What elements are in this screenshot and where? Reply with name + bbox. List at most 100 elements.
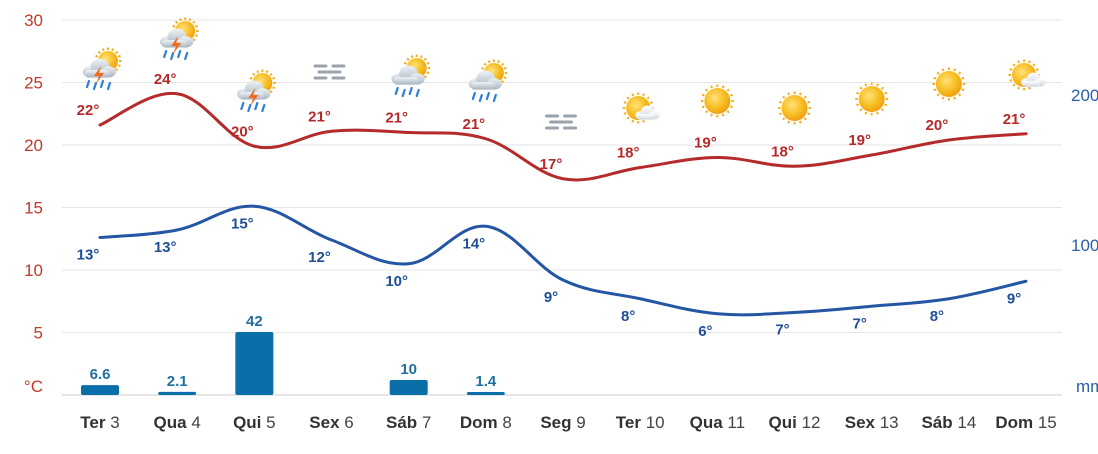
- x-tick-day-number: 12: [802, 413, 821, 432]
- precipitation-label: 6.6: [90, 366, 111, 383]
- partly-cloudy-icon: [1008, 59, 1046, 91]
- x-tick-day-name: Sáb: [386, 413, 422, 432]
- min-temperature-label: 13°: [154, 239, 177, 256]
- x-tick-day-name: Sex: [845, 413, 880, 432]
- x-tick-day-number: 14: [957, 413, 976, 432]
- min-temperature-label: 15°: [231, 215, 254, 232]
- x-tick-day-name: Qua: [690, 413, 728, 432]
- precipitation-bar: [81, 385, 119, 395]
- sun-icon: [700, 84, 734, 118]
- y-left-tick-label: 30: [24, 11, 43, 30]
- precipitation-bars: [81, 332, 505, 395]
- x-tick-day-name: Qua: [154, 413, 192, 432]
- x-tick-label: Qua 4: [154, 413, 201, 432]
- y-right-tick-label: 200: [1071, 86, 1098, 105]
- x-tick-day-name: Seg: [540, 413, 576, 432]
- min-temperature-label: 8°: [621, 308, 635, 325]
- fog-icon: [313, 64, 346, 80]
- min-temperature-line: [98, 204, 1028, 317]
- grid-lines: [62, 19, 1062, 333]
- x-tick-label: Sex 13: [845, 413, 899, 432]
- rain-thunder-sun-icon: [237, 69, 276, 113]
- x-tick-label: Sex 6: [309, 413, 353, 432]
- sun-icon: [855, 82, 889, 116]
- x-tick-day-name: Dom: [460, 413, 503, 432]
- x-tick-label: Qua 11: [690, 413, 745, 432]
- x-tick-day-number: 13: [880, 413, 899, 432]
- weather-icons: [82, 17, 1046, 130]
- max-temperature-line: [98, 92, 1028, 182]
- x-tick-day-number: 9: [576, 413, 585, 432]
- x-tick-day-number: 6: [344, 413, 353, 432]
- rain-sun-icon: [391, 54, 431, 98]
- x-tick-day-name: Sáb: [921, 413, 957, 432]
- max-temperature-label: 24°: [154, 71, 177, 88]
- y-left-tick-label: 5: [34, 324, 43, 343]
- min-temperature-label: 9°: [544, 289, 558, 306]
- x-tick-day-number: 5: [266, 413, 275, 432]
- rain-thunder-sun-icon: [159, 17, 199, 61]
- min-temperature-label: 13°: [77, 247, 100, 264]
- min-temperature-label: 6°: [698, 323, 712, 340]
- rain-thunder-sun-icon: [82, 47, 122, 91]
- x-tick-day-name: Ter: [80, 413, 110, 432]
- x-tick-label: Ter 3: [80, 413, 119, 432]
- x-tick-label: Qui 5: [233, 413, 276, 432]
- rain-sun-icon: [468, 59, 508, 103]
- max-temperature-label: 19°: [694, 135, 717, 152]
- precipitation-bar: [158, 391, 197, 395]
- min-temperature-label: 14°: [463, 235, 486, 252]
- x-tick-day-number: 7: [422, 413, 431, 432]
- y-left-tick-label: 15: [24, 199, 43, 218]
- max-temperature-label: 21°: [1003, 111, 1026, 128]
- max-temperature-label: 20°: [926, 117, 949, 134]
- x-tick-day-name: Dom: [995, 413, 1038, 432]
- max-temperature-label: 18°: [771, 143, 794, 160]
- x-tick-label: Seg 9: [540, 413, 585, 432]
- x-tick-label: Ter 10: [616, 413, 665, 432]
- y-left-tick-label: 25: [24, 74, 43, 93]
- precipitation-label: 10: [400, 361, 417, 378]
- max-temperature-label: 18°: [617, 145, 640, 162]
- max-temperature-label: 21°: [463, 116, 486, 133]
- precipitation-bar: [235, 332, 274, 395]
- min-temperature-label: 9°: [1007, 290, 1021, 307]
- y-left-tick-label: 10: [24, 261, 43, 280]
- precipitation-label: 1.4: [475, 373, 497, 390]
- axes: 5 10 15 20 25 30 °C 100 200 mm Ter 3 Qua 4 Qui 5 Sex …: [24, 11, 1098, 432]
- x-tick-day-number: 3: [110, 413, 119, 432]
- max-temperature-label: 19°: [848, 132, 871, 149]
- sun-icon: [932, 67, 966, 101]
- max-temperature-label: 17°: [540, 156, 563, 173]
- x-tick-day-number: 11: [727, 413, 745, 432]
- max-temperature-label: 21°: [385, 110, 408, 127]
- precipitation-bar: [466, 392, 505, 395]
- x-tick-label: Qui 12: [769, 413, 821, 432]
- x-tick-label: Dom 15: [995, 413, 1056, 432]
- x-tick-day-number: 10: [646, 413, 665, 432]
- min-temperature-label: 10°: [385, 273, 408, 290]
- x-tick-label: Dom 8: [460, 413, 512, 432]
- x-tick-day-name: Sex: [309, 413, 344, 432]
- min-temperature-label: 7°: [853, 315, 867, 332]
- max-temperature-label: 20°: [231, 123, 254, 140]
- y-left-unit-label: °C: [24, 377, 43, 396]
- x-tick-day-number: 4: [191, 413, 200, 432]
- precipitation-label: 2.1: [167, 373, 188, 390]
- partly-cloudy-icon: [622, 92, 660, 124]
- y-right-tick-label: 100: [1071, 236, 1098, 255]
- min-temperature-label: 7°: [775, 322, 789, 339]
- x-tick-day-number: 15: [1038, 413, 1057, 432]
- x-tick-label: Sáb 14: [921, 413, 976, 432]
- temperature-lines: [98, 92, 1028, 317]
- x-tick-day-name: Ter: [616, 413, 646, 432]
- precipitation-bar: [389, 380, 428, 395]
- x-tick-day-number: 8: [502, 413, 511, 432]
- data-labels: 22° 24° 20° 21° 21° 21° 17° 18° 19° 18° 19° 20° 21° 1…: [77, 71, 1026, 390]
- fog-icon: [545, 114, 578, 130]
- x-tick-day-name: Qui: [233, 413, 266, 432]
- sun-icon: [778, 91, 812, 125]
- min-temperature-label: 12°: [308, 249, 331, 266]
- y-left-tick-label: 20: [24, 136, 43, 155]
